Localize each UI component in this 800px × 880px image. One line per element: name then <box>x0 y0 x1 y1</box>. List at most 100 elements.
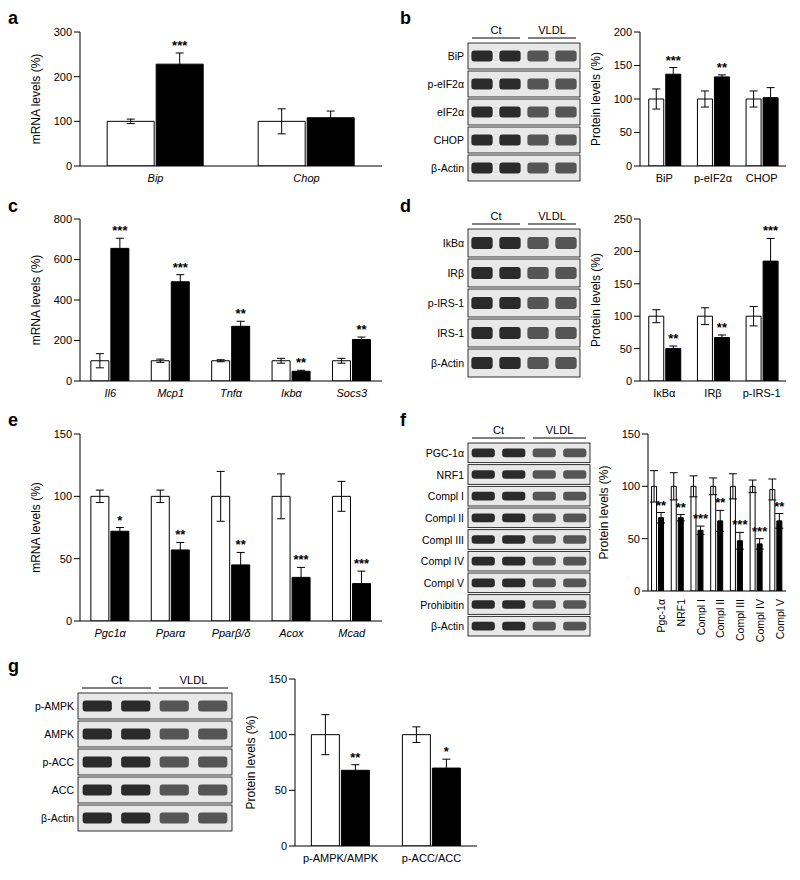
svg-text:0: 0 <box>626 375 632 387</box>
svg-text:*: * <box>444 744 450 759</box>
svg-text:**: ** <box>668 331 679 346</box>
svg-text:0: 0 <box>626 160 632 172</box>
svg-text:Pgc1α: Pgc1α <box>95 627 127 639</box>
svg-text:200: 200 <box>614 26 632 38</box>
svg-text:Protein levels (%): Protein levels (%) <box>589 253 603 347</box>
svg-text:0: 0 <box>281 840 287 852</box>
svg-text:Compl V: Compl V <box>424 577 464 589</box>
svg-text:100: 100 <box>54 115 72 127</box>
svg-text:p-AMPK/AMPK: p-AMPK/AMPK <box>303 852 379 864</box>
svg-text:β-Actin: β-Actin <box>431 620 464 632</box>
svg-text:**: ** <box>350 750 361 765</box>
svg-text:800: 800 <box>54 213 72 225</box>
svg-text:Compl III: Compl III <box>734 599 746 641</box>
svg-text:β-Actin: β-Actin <box>431 357 464 369</box>
svg-text:**: ** <box>296 355 307 370</box>
svg-text:Pparβ/δ: Pparβ/δ <box>212 627 252 639</box>
svg-text:mRNA levels (%): mRNA levels (%) <box>29 482 43 573</box>
svg-text:VLDL: VLDL <box>538 24 566 36</box>
svg-text:**: ** <box>656 498 667 513</box>
svg-text:p-IRS-1: p-IRS-1 <box>743 387 781 399</box>
svg-text:Il6: Il6 <box>104 387 117 399</box>
svg-text:NRF1: NRF1 <box>437 469 465 481</box>
svg-text:IRβ: IRβ <box>704 387 721 399</box>
svg-text:250: 250 <box>614 213 632 225</box>
svg-text:IRβ: IRβ <box>447 267 464 279</box>
svg-text:0: 0 <box>634 585 640 597</box>
svg-text:Compl V: Compl V <box>774 599 786 639</box>
svg-text:***: *** <box>172 38 188 53</box>
svg-text:0: 0 <box>66 160 72 172</box>
svg-text:p-eIF2α: p-eIF2α <box>694 172 733 184</box>
svg-text:Bip: Bip <box>148 172 164 184</box>
svg-text:BiP: BiP <box>448 50 464 62</box>
svg-text:150: 150 <box>54 428 72 440</box>
svg-text:Ct: Ct <box>491 24 502 36</box>
svg-text:***: *** <box>354 556 370 571</box>
svg-text:**: ** <box>676 500 687 515</box>
svg-text:100: 100 <box>269 729 287 741</box>
svg-text:Compl II: Compl II <box>714 599 726 638</box>
svg-text:Acox: Acox <box>278 627 304 639</box>
svg-text:100: 100 <box>54 490 72 502</box>
svg-text:Protein levels (%): Protein levels (%) <box>244 715 258 809</box>
svg-text:BiP: BiP <box>656 172 673 184</box>
svg-text:300: 300 <box>54 26 72 38</box>
svg-text:200: 200 <box>614 245 632 257</box>
svg-text:Tnfα: Tnfα <box>220 387 243 399</box>
svg-text:***: *** <box>293 552 309 567</box>
svg-text:VLDL: VLDL <box>546 424 574 436</box>
svg-text:Mcp1: Mcp1 <box>157 387 184 399</box>
svg-text:Chop: Chop <box>293 172 319 184</box>
svg-text:Ct: Ct <box>111 674 122 686</box>
svg-text:150: 150 <box>614 59 632 71</box>
svg-text:600: 600 <box>54 253 72 265</box>
svg-text:200: 200 <box>54 334 72 346</box>
svg-text:**: ** <box>175 527 186 542</box>
svg-text:Ct: Ct <box>493 424 504 436</box>
svg-text:Protein levels (%): Protein levels (%) <box>597 465 611 559</box>
svg-text:Compl II: Compl II <box>425 512 464 524</box>
svg-text:p-ACC/ACC: p-ACC/ACC <box>402 852 461 864</box>
svg-text:0: 0 <box>66 375 72 387</box>
svg-text:50: 50 <box>628 533 640 545</box>
svg-text:Pparα: Pparα <box>156 627 186 639</box>
svg-text:50: 50 <box>60 553 72 565</box>
svg-text:ACC: ACC <box>52 784 75 796</box>
svg-text:eIF2α: eIF2α <box>437 106 464 118</box>
svg-text:IRS-1: IRS-1 <box>437 327 464 339</box>
svg-text:***: *** <box>173 260 189 275</box>
svg-text:Compl I: Compl I <box>428 490 464 502</box>
svg-text:0: 0 <box>66 615 72 627</box>
svg-text:VLDL: VLDL <box>538 210 566 222</box>
svg-text:Compl IV: Compl IV <box>421 555 464 567</box>
svg-text:β-Actin: β-Actin <box>431 162 464 174</box>
svg-text:Ct: Ct <box>491 210 502 222</box>
svg-text:50: 50 <box>275 784 287 796</box>
svg-text:***: *** <box>666 53 682 68</box>
svg-text:100: 100 <box>614 93 632 105</box>
svg-text:150: 150 <box>269 673 287 685</box>
svg-text:***: *** <box>693 511 709 526</box>
svg-text:p-IRS-1: p-IRS-1 <box>428 297 464 309</box>
svg-text:*: * <box>117 513 123 528</box>
svg-text:p-ACC: p-ACC <box>42 756 74 768</box>
svg-text:IκBα: IκBα <box>653 387 676 399</box>
svg-text:NRF1: NRF1 <box>675 599 687 627</box>
svg-text:150: 150 <box>622 428 640 440</box>
svg-text:200: 200 <box>54 71 72 83</box>
svg-text:**: ** <box>715 495 726 510</box>
svg-text:CHOP: CHOP <box>434 134 464 146</box>
svg-text:***: *** <box>763 223 779 238</box>
svg-text:50: 50 <box>620 343 632 355</box>
svg-text:**: ** <box>717 60 728 75</box>
svg-text:Compl IV: Compl IV <box>754 599 766 642</box>
svg-text:p-eIF2α: p-eIF2α <box>428 78 464 90</box>
svg-text:AMPK: AMPK <box>44 728 74 740</box>
svg-text:100: 100 <box>614 310 632 322</box>
svg-text:CHOP: CHOP <box>746 172 778 184</box>
svg-text:PGC-1α: PGC-1α <box>426 447 464 459</box>
svg-text:Iκbα: Iκbα <box>281 387 303 399</box>
svg-text:**: ** <box>236 537 247 552</box>
svg-text:mRNA levels (%): mRNA levels (%) <box>29 54 43 145</box>
